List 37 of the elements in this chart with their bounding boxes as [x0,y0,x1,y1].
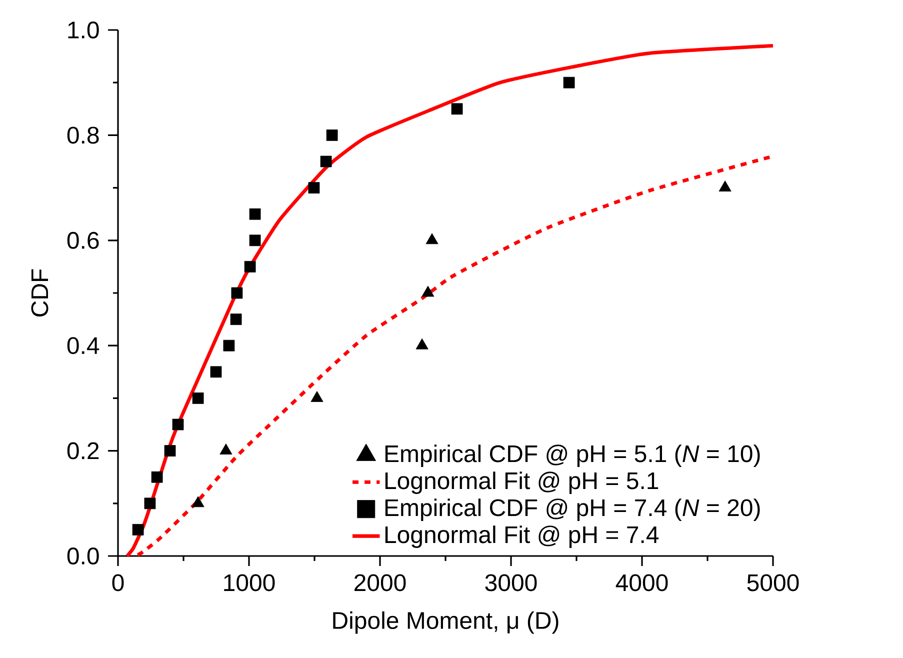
point [151,471,163,483]
point [132,524,144,536]
legend-label: Empirical CDF @ pH = 7.4 (N = 20) [385,498,760,521]
point [249,234,261,246]
point [244,260,256,272]
point [210,366,222,378]
x-axis-title: Dipole Moment, μ (D) [333,611,558,634]
point [326,129,338,141]
y-tick-label: 0.2 [67,442,99,460]
x-tick-label: 1000 [224,574,275,592]
y-tick-label: 0.0 [67,547,99,564]
point [230,314,242,325]
x-tick-label: 4000 [616,574,668,592]
y-tick-label: 0.4 [67,337,100,354]
x-tick-label: 2000 [354,574,406,592]
point [223,340,235,352]
point [451,103,463,115]
x-tick-label: 5000 [747,574,799,592]
legend-label: Lognormal Fit @ pH = 7.4 [385,526,659,548]
legend-label: Lognormal Fit @ pH = 5.1 [385,472,658,494]
x-tick-label: 0 [112,574,124,592]
legend-label: Empirical CDF @ pH = 5.1 (N = 10) [385,444,760,468]
point [164,445,176,456]
point [563,76,575,88]
y-tick-label: 1.0 [68,21,99,38]
y-tick-label: 0.6 [67,232,99,249]
point [144,498,156,510]
point [192,392,204,404]
point [308,182,320,194]
point [172,418,184,430]
x-tick-label: 3000 [485,574,537,592]
y-tick-label: 0.8 [67,126,99,144]
point [249,208,261,220]
y-axis-title: CDF [31,269,48,316]
point [231,287,243,299]
line-series [125,44,775,558]
point [320,156,332,168]
